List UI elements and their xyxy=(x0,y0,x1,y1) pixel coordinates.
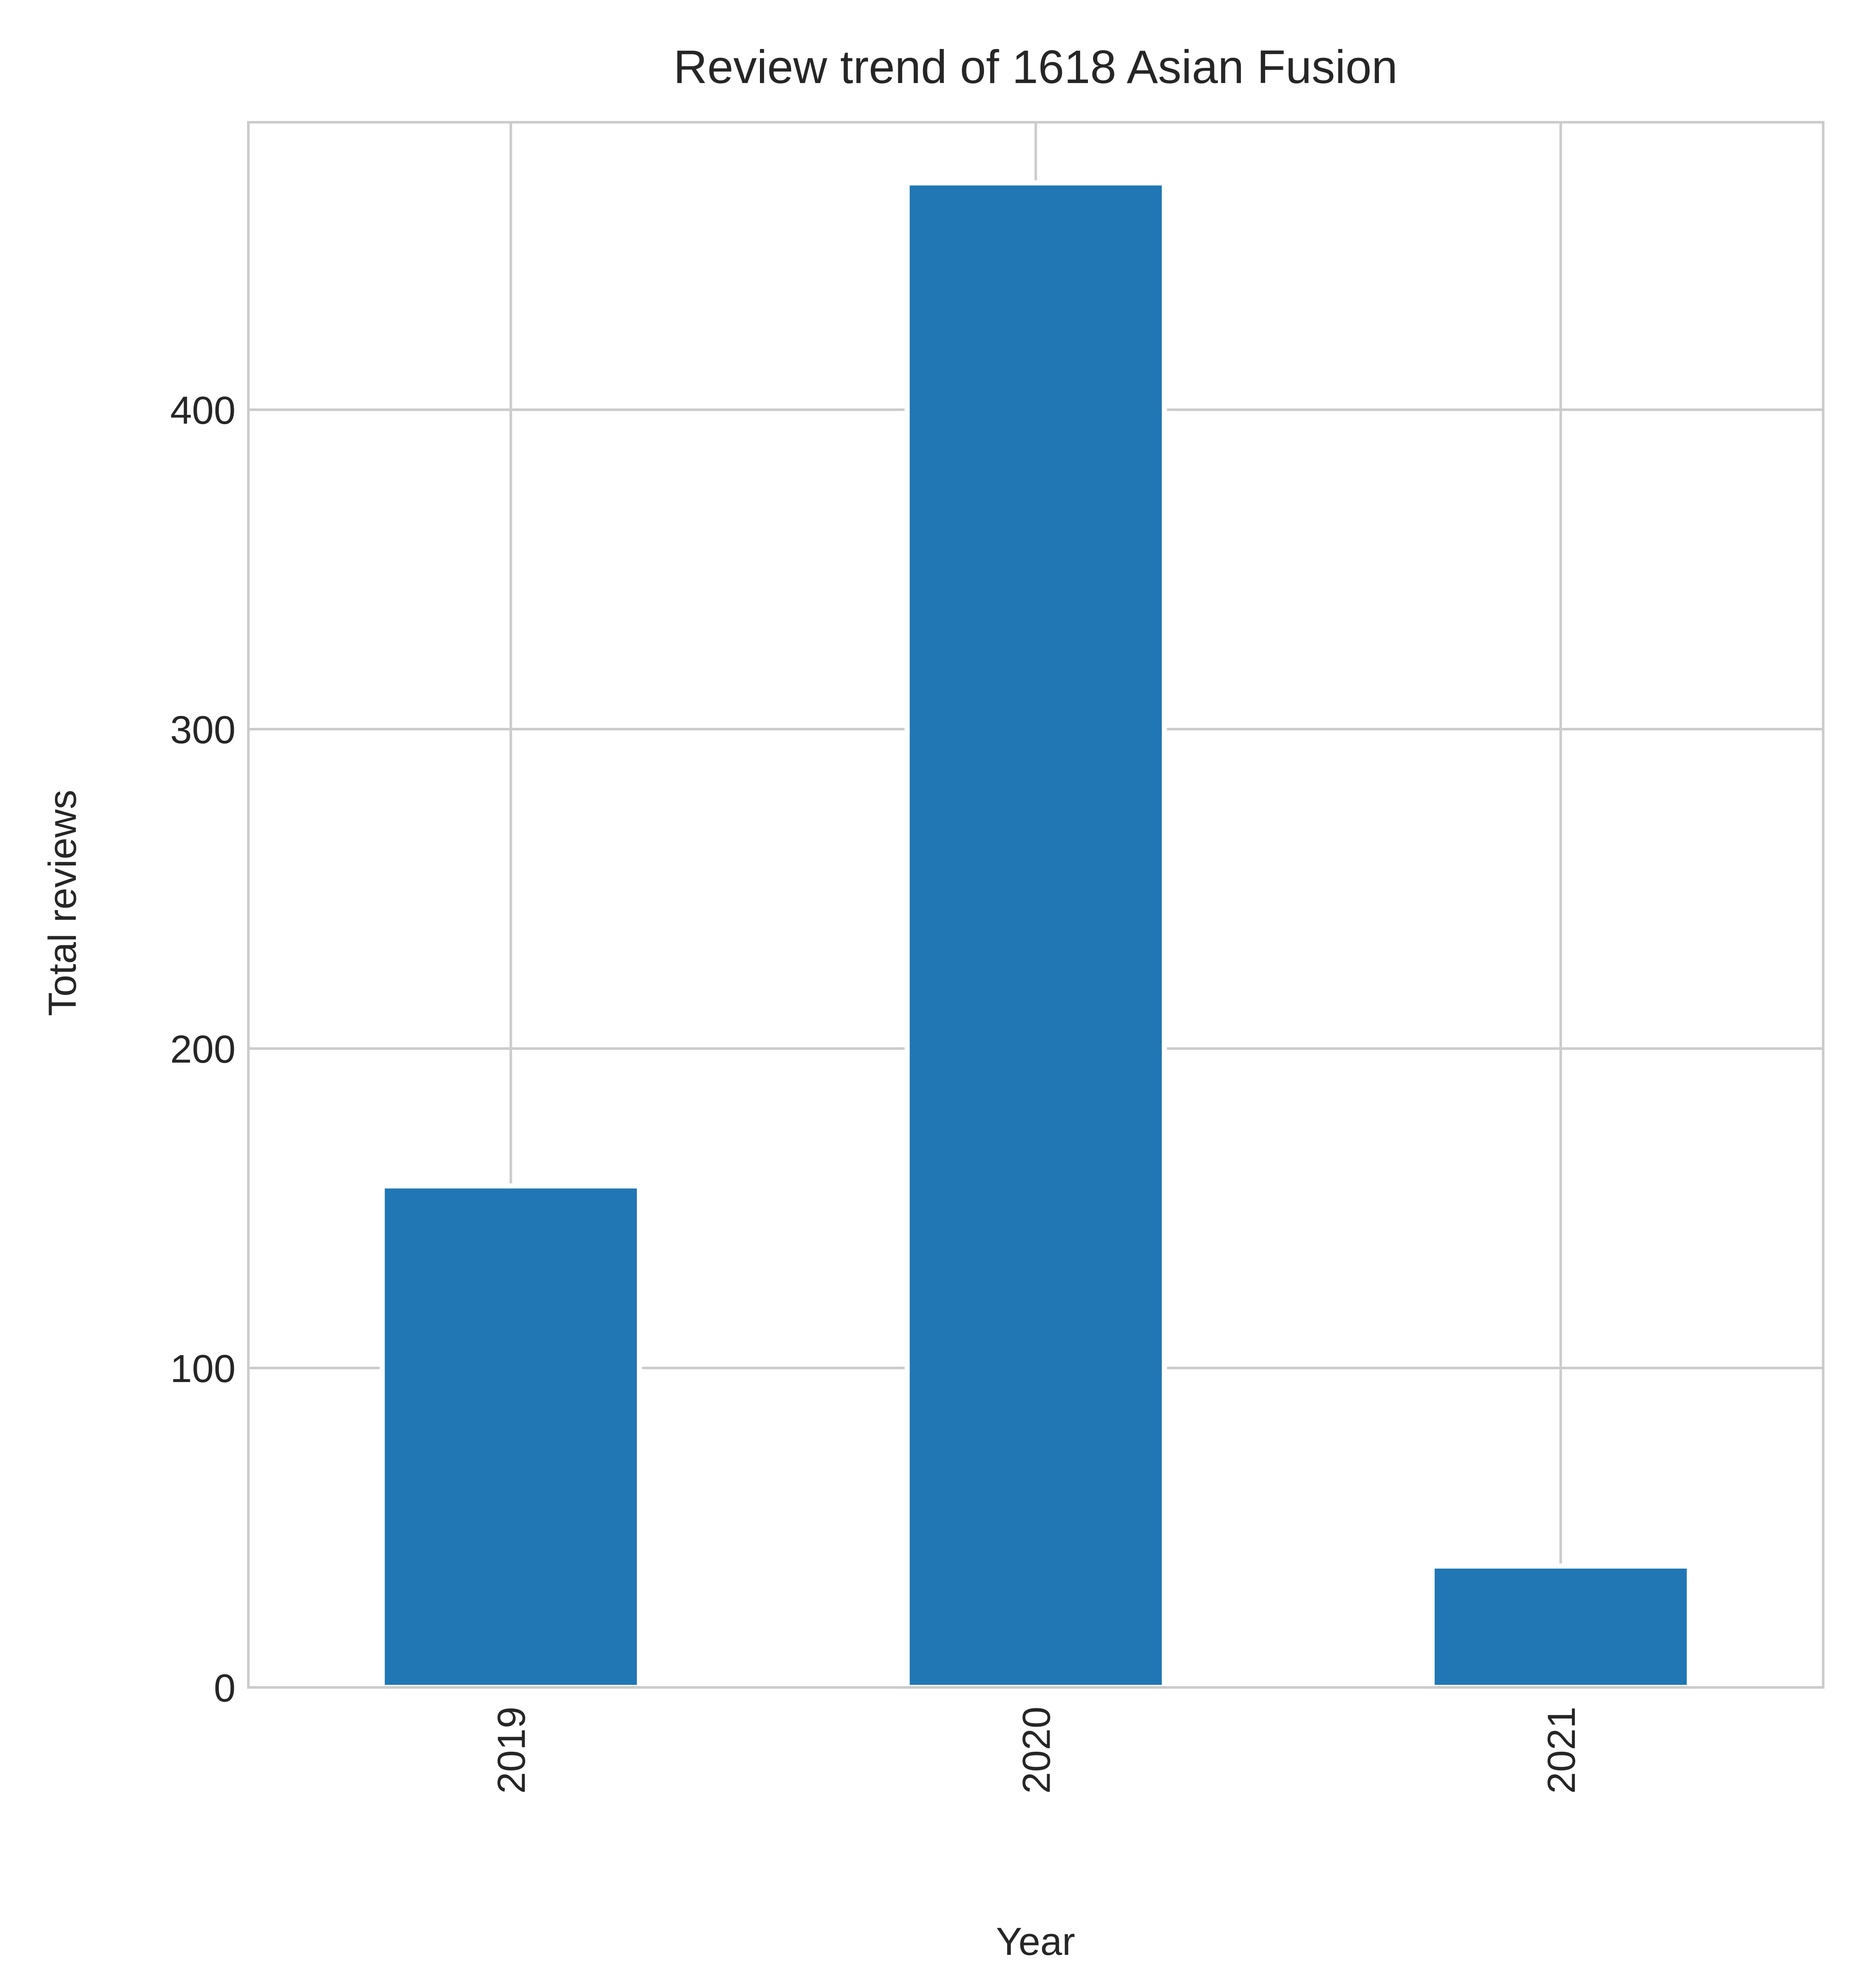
y-axis-label: Total reviews xyxy=(41,790,84,1016)
y-tick-label: 0 xyxy=(214,1667,236,1710)
x-tick-labels: 2019 2020 2021 xyxy=(490,1707,1583,1794)
bars xyxy=(380,180,1692,1690)
x-tick-label: 2019 xyxy=(490,1707,533,1794)
y-tick-label: 300 xyxy=(170,708,236,752)
y-tick-label: 400 xyxy=(170,389,236,432)
y-tick-label: 200 xyxy=(170,1028,236,1071)
bar-2020 xyxy=(904,180,1167,1690)
y-tick-label: 100 xyxy=(170,1347,236,1391)
plot-frame xyxy=(247,121,1824,1689)
y-tick-labels: 0 100 200 300 400 xyxy=(170,389,236,1710)
bar-2021 xyxy=(1429,1563,1692,1690)
bar-2019 xyxy=(380,1183,642,1690)
x-axis-label: Year xyxy=(996,1920,1075,1963)
chart-title: Review trend of 1618 Asian Fusion xyxy=(673,41,1398,93)
x-tick-label: 2021 xyxy=(1540,1707,1583,1794)
x-tick-label: 2020 xyxy=(1015,1707,1059,1794)
